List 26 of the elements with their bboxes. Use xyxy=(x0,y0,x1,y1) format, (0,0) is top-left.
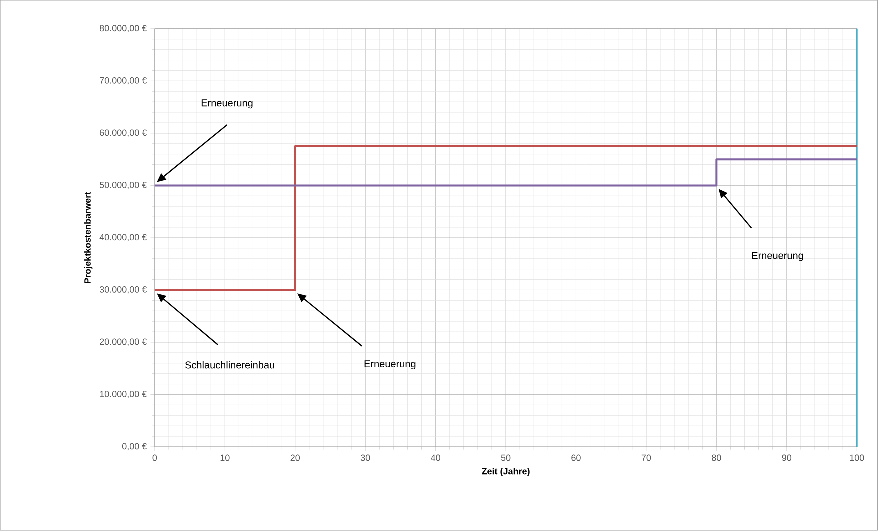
x-tick-label: 90 xyxy=(782,454,792,462)
x-axis-title: Zeit (Jahre) xyxy=(482,468,530,476)
y-tick-label: 20.000,00 € xyxy=(100,338,147,346)
x-tick-label: 40 xyxy=(431,454,440,462)
x-tick-label: 50 xyxy=(501,454,511,462)
annotation: Erneuerung xyxy=(752,252,804,262)
y-tick-label: 30.000,00 € xyxy=(100,286,147,294)
x-tick-label: 100 xyxy=(850,454,864,462)
annotation: Erneuerung xyxy=(202,100,253,109)
x-tick-label: 80 xyxy=(712,454,722,462)
x-tick-label: 70 xyxy=(642,454,652,462)
y-axis-title: Projektkostenbarwert xyxy=(84,192,93,284)
y-tick-label: 50.000,00 € xyxy=(100,182,147,190)
y-tick-label: 0,00 € xyxy=(122,443,147,451)
y-tick-label: 10.000,00 € xyxy=(100,391,147,398)
y-tick-label: 40.000,00 € xyxy=(100,234,147,242)
x-tick-label: 10 xyxy=(220,454,230,462)
x-tick-label: 0 xyxy=(152,454,158,462)
annotation: Schlauchlinereinbau xyxy=(185,361,274,369)
y-tick-label: 60.000,00 € xyxy=(100,130,147,138)
x-tick-label: 60 xyxy=(572,454,581,462)
x-tick-label: 30 xyxy=(360,454,370,462)
y-tick-label: 80.000,00 € xyxy=(100,25,147,33)
x-tick-label: 20 xyxy=(290,454,300,462)
y-tick-label: 70.000,00 € xyxy=(100,77,147,85)
annotation: Erneuerung xyxy=(364,360,416,370)
